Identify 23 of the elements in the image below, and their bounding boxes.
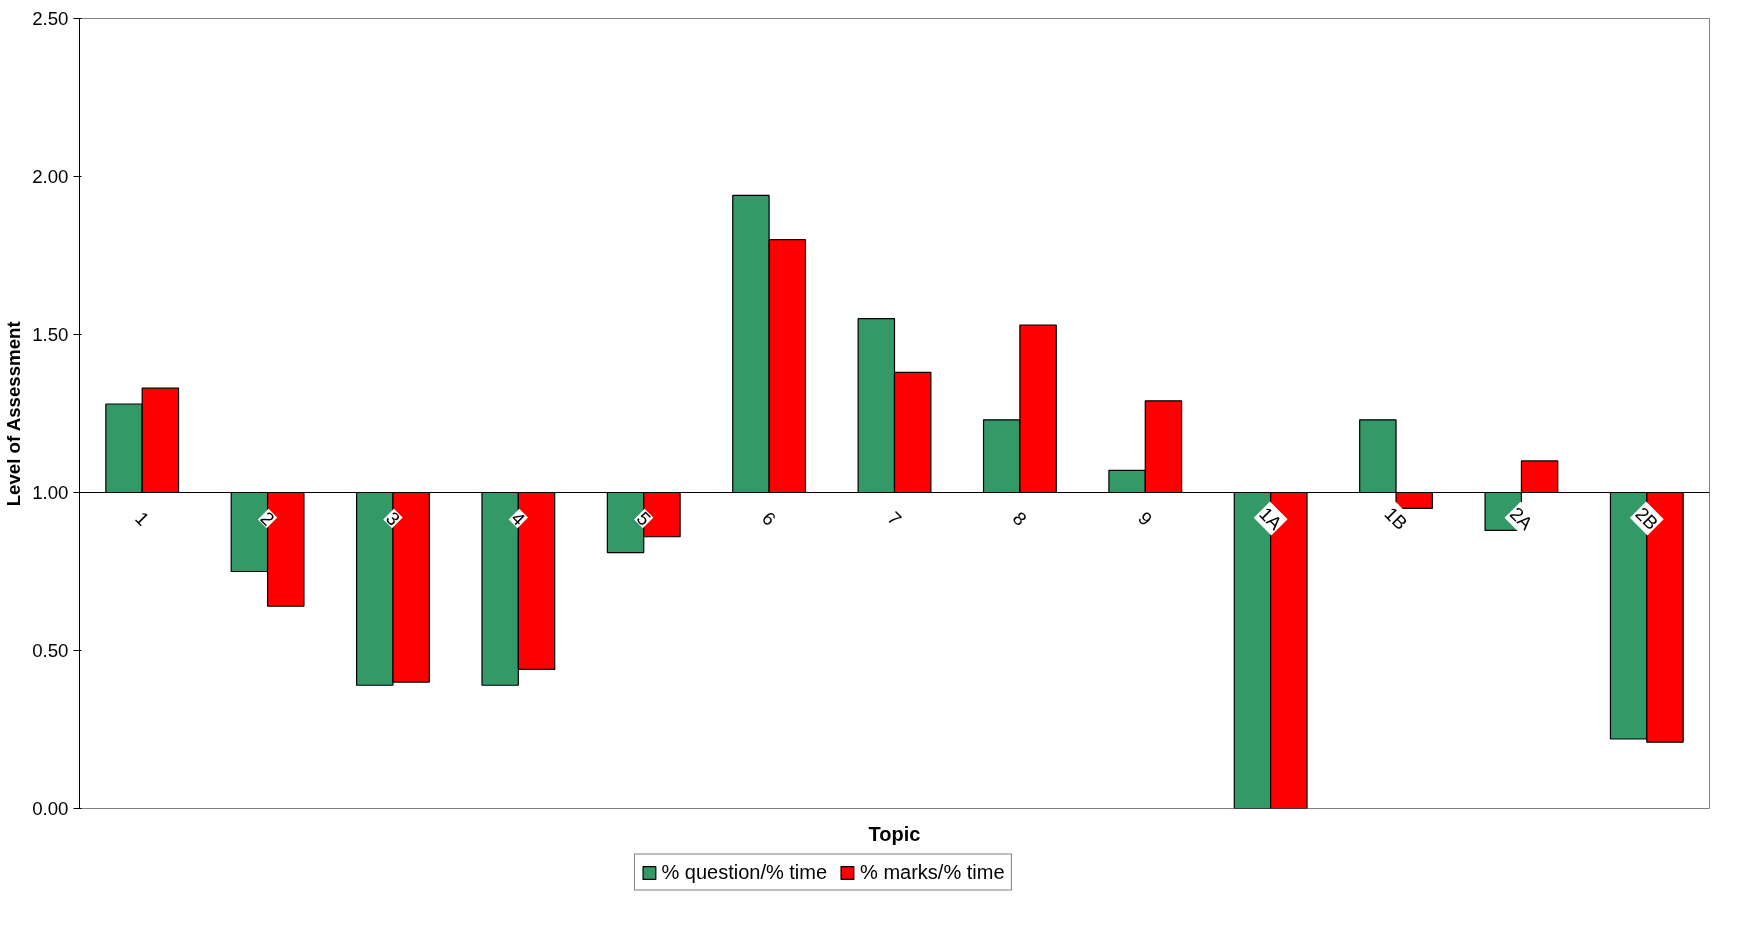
legend-label: % question/% time — [661, 860, 828, 884]
legend-label: % marks/% time — [860, 860, 1005, 884]
x-tick-label: 2A — [1505, 503, 1538, 535]
x-tick-label: 5 — [632, 507, 655, 530]
x-tick-label: 1 — [131, 507, 154, 530]
y-tick-label: 0.00 — [32, 798, 69, 819]
y-tick-label: 2.50 — [32, 8, 69, 29]
x-tick-label: 8 — [1008, 507, 1031, 530]
x-tick-label: 1A — [1255, 503, 1287, 535]
x-tick-label: 1B — [1380, 503, 1412, 534]
x-tick-label: 9 — [1134, 507, 1157, 530]
x-tick-label: 4 — [507, 507, 530, 530]
y-tick-label: 1.00 — [32, 482, 69, 503]
y-tick-label: 1.50 — [32, 324, 69, 345]
x-tick-label: 2 — [256, 507, 279, 530]
x-tick-label: 7 — [883, 507, 906, 530]
x-tick-label: 2B — [1631, 503, 1663, 534]
x-tick-label: 6 — [758, 507, 781, 530]
y-tick-label: 0.50 — [32, 640, 69, 661]
x-tick-label: 3 — [381, 507, 405, 530]
x-axis-title: Topic — [868, 822, 921, 845]
y-tick-label: 2.00 — [32, 166, 69, 187]
y-axis-title: Level of Assessment — [3, 321, 25, 507]
